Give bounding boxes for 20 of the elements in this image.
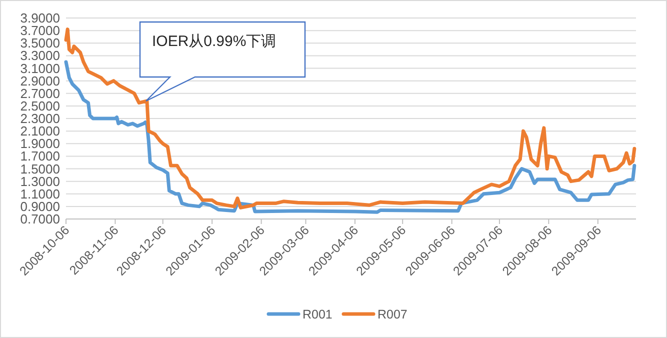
y-tick-label: 2.5000 [20, 98, 60, 114]
legend-label: R007 [378, 308, 408, 322]
y-tick-label: 3.7000 [20, 23, 60, 38]
y-tick-label: 1.9000 [20, 136, 60, 152]
legend-label: R001 [302, 308, 332, 322]
y-tick-label: 3.3000 [20, 48, 60, 64]
y-tick-label: 1.1000 [20, 186, 60, 202]
y-tick-label: 2.9000 [20, 73, 60, 88]
y-tick-label: 0.9000 [20, 198, 60, 214]
y-tick-label: 2.1000 [20, 124, 60, 139]
annotation: IOER从0.99%下调 [152, 33, 276, 50]
y-tick-label: 3.9000 [20, 10, 60, 26]
y-tick-label: 2.3000 [20, 111, 60, 126]
y-tick-label: 2.7000 [20, 86, 60, 101]
y-tick-label: 3.5000 [20, 36, 60, 51]
y-tick-label: 1.5000 [20, 161, 60, 176]
y-tick-label: 0.7000 [20, 212, 60, 226]
y-tick-label: 3.1000 [20, 60, 60, 76]
y-tick-label: 1.7000 [20, 148, 60, 164]
y-tick-label: 1.3000 [20, 174, 60, 189]
